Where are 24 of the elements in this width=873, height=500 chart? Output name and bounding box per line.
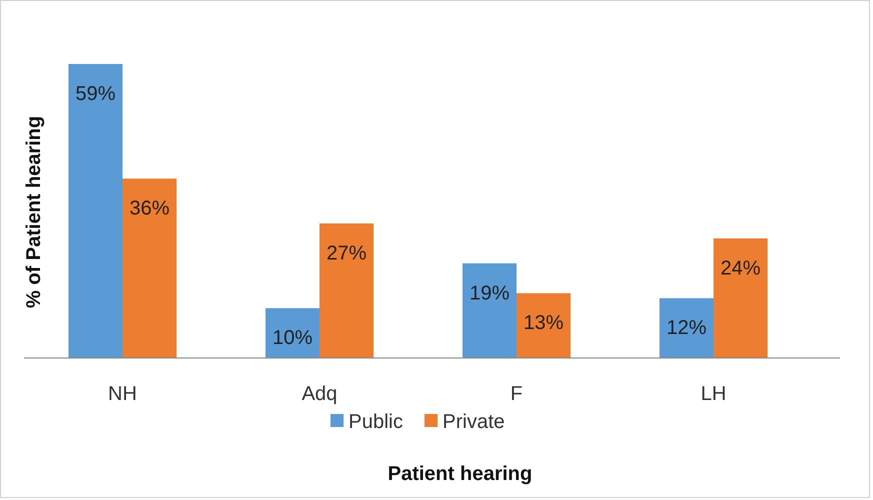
x-tick-label: LH xyxy=(700,383,726,405)
bar xyxy=(714,238,768,358)
bar xyxy=(516,293,570,358)
data-label: 59% xyxy=(75,83,116,105)
legend-label: Public xyxy=(348,411,403,433)
bar xyxy=(266,308,320,358)
bar xyxy=(320,223,374,358)
x-tick-label: NH xyxy=(108,383,137,405)
data-label: 19% xyxy=(469,282,510,304)
y-axis-title: % of Patient hearing xyxy=(23,116,45,308)
data-label: 36% xyxy=(129,198,170,220)
data-label: 27% xyxy=(326,242,367,264)
x-axis-title: Patient hearing xyxy=(388,463,532,485)
legend-label: Private xyxy=(442,411,505,433)
bar xyxy=(462,263,516,358)
data-label: 24% xyxy=(720,257,761,280)
x-tick-label: F xyxy=(510,383,523,405)
bar xyxy=(660,298,714,358)
bar xyxy=(68,64,122,358)
data-label: 10% xyxy=(272,327,313,350)
data-label: 13% xyxy=(523,312,564,334)
x-tick-label: Adq xyxy=(302,383,338,405)
data-label: 12% xyxy=(666,317,707,340)
bar xyxy=(122,178,176,358)
